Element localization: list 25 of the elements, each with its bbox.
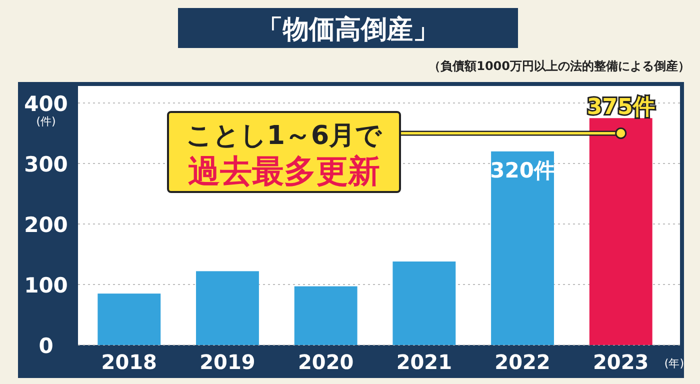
y-tick-label: 300 — [24, 152, 68, 176]
y-tick-label: 0 — [38, 334, 54, 358]
bar — [491, 151, 554, 345]
bar — [98, 294, 161, 345]
bar — [589, 118, 652, 345]
y-tick-label: 100 — [24, 274, 68, 298]
x-tick-label: 2020 — [298, 350, 354, 374]
bar — [196, 271, 259, 345]
x-tick-label: 2019 — [200, 350, 256, 374]
bar — [294, 286, 358, 345]
x-axis-title: (年) — [664, 357, 684, 370]
annotation: ことし1～6月で — [186, 121, 384, 151]
x-tick-label: 2018 — [101, 350, 157, 374]
data-label: 320件 — [490, 158, 555, 182]
annotation: 過去最多更新 — [188, 152, 380, 190]
chart-title: 「物価高倒産」 — [257, 15, 439, 45]
x-tick-label: 2021 — [396, 350, 452, 374]
data-label: 375件 — [586, 95, 655, 120]
bar — [392, 262, 456, 345]
chart-subtitle: （負債額1000万円以上の法的整備による倒産） — [428, 59, 690, 73]
y-tick-label: 400 — [24, 92, 68, 116]
y-tick-label: 200 — [24, 213, 68, 237]
x-tick-label: 2023 — [593, 350, 649, 374]
y-axis-title: (件) — [36, 115, 56, 128]
x-tick-label: 2022 — [494, 350, 550, 374]
